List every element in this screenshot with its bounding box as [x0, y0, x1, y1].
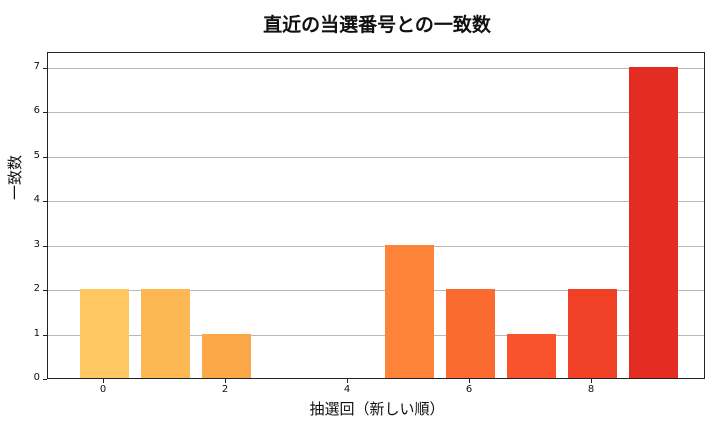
y-tick-mark	[43, 201, 47, 203]
y-axis-label: 一致数	[6, 154, 24, 200]
plot-area	[47, 52, 705, 379]
y-tick-label: 2	[33, 283, 40, 295]
bar-6	[445, 289, 495, 378]
gridline	[48, 334, 704, 336]
y-tick-label: 3	[33, 238, 40, 250]
x-tick-mark	[225, 379, 226, 383]
gridline	[48, 201, 704, 203]
y-tick-label: 0	[33, 372, 40, 383]
y-tick-mark	[43, 334, 47, 336]
x-axis-label: 抽選回（新しい順）	[309, 400, 445, 418]
x-tick-mark	[591, 379, 592, 383]
y-tick-mark	[43, 67, 47, 69]
gridline	[48, 245, 704, 247]
bar-0	[79, 289, 129, 378]
bar-1	[140, 289, 190, 378]
bar-5	[384, 244, 434, 378]
x-tick-label: 0	[99, 384, 107, 395]
y-tick-mark	[43, 112, 47, 114]
x-tick-mark	[347, 379, 348, 383]
x-tick-label: 4	[343, 384, 351, 395]
x-tick-mark	[469, 379, 470, 383]
x-tick-mark	[103, 379, 104, 383]
y-tick-label: 6	[33, 105, 40, 117]
y-tick-mark	[43, 245, 47, 247]
gridline	[48, 290, 704, 292]
gridline	[48, 156, 704, 158]
bar-9	[628, 67, 678, 378]
y-tick-mark	[43, 379, 47, 380]
gridline	[48, 67, 704, 69]
y-tick-label: 7	[33, 60, 40, 72]
y-tick-label: 1	[33, 327, 40, 339]
y-tick-label: 4	[33, 194, 40, 206]
gridline	[48, 112, 704, 114]
x-tick-label: 6	[465, 384, 473, 395]
bar-7	[506, 333, 556, 378]
bar-8	[567, 289, 617, 378]
bar-2	[201, 333, 251, 378]
y-tick-label: 5	[33, 149, 40, 161]
x-tick-label: 2	[221, 384, 229, 395]
chart-title: 直近の当選番号との一致数	[263, 14, 491, 36]
x-tick-label: 8	[587, 384, 595, 395]
y-tick-mark	[43, 290, 47, 292]
y-tick-mark	[43, 156, 47, 158]
